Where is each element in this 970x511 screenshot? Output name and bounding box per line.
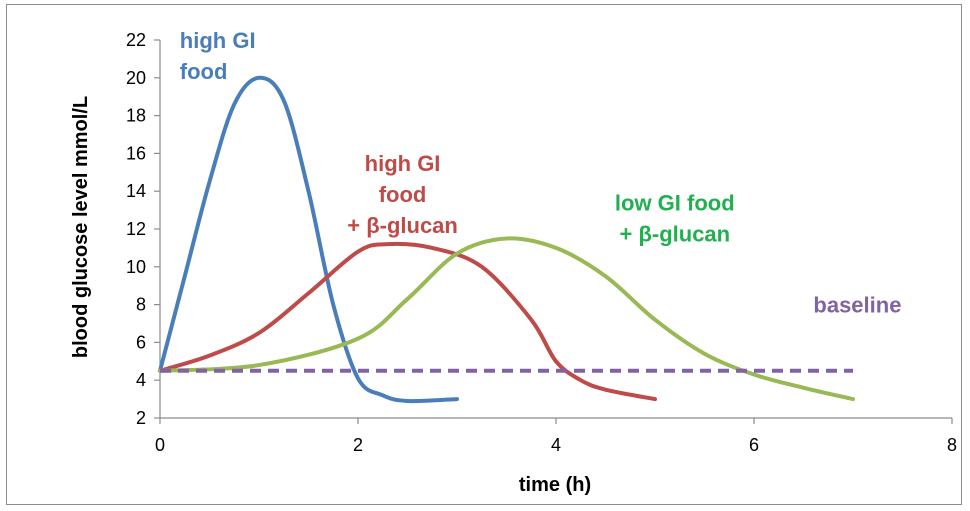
y-tick-label: 16 [126,143,146,163]
y-tick-label: 2 [136,408,146,428]
annotation-label: food [379,182,427,207]
chart-frame [6,4,962,505]
x-axis-title: time (h) [519,474,591,496]
y-tick-label: 10 [126,257,146,277]
y-tick-label: 6 [136,332,146,352]
y-tick-label: 4 [136,370,146,390]
x-tick-label: 8 [947,435,957,455]
annotation-label: + β-glucan [619,222,730,247]
annotation-label: low GI food [615,191,735,216]
annotation-label: + β-glucan [347,213,458,238]
y-tick-label: 12 [126,219,146,239]
y-tick-label: 14 [126,181,146,201]
series-layer [158,75,855,404]
x-tick-label: 0 [155,435,165,455]
x-tick-label: 6 [749,435,759,455]
annotation-label: food [180,59,228,84]
annotation-label: baseline [813,293,901,318]
series-line-high-gi-food-glucan [158,241,657,402]
annotation-layer: high GI food high GI food + β-glucan low GI f… [180,28,902,318]
x-tick-label: 2 [353,435,363,455]
series-line-low-gi-food-glucan [158,236,855,402]
y-tick-label: 8 [136,295,146,315]
series-line-high-gi-food [158,75,459,404]
annotation-label: high GI [365,151,441,176]
annotation-label: high GI [180,28,256,53]
y-tick-label: 22 [126,30,146,50]
y-tick-label: 20 [126,68,146,88]
x-tick-label: 4 [551,435,561,455]
y-axis-title: blood glucose level mmol/L [70,96,92,358]
y-tick-label: 18 [126,106,146,126]
